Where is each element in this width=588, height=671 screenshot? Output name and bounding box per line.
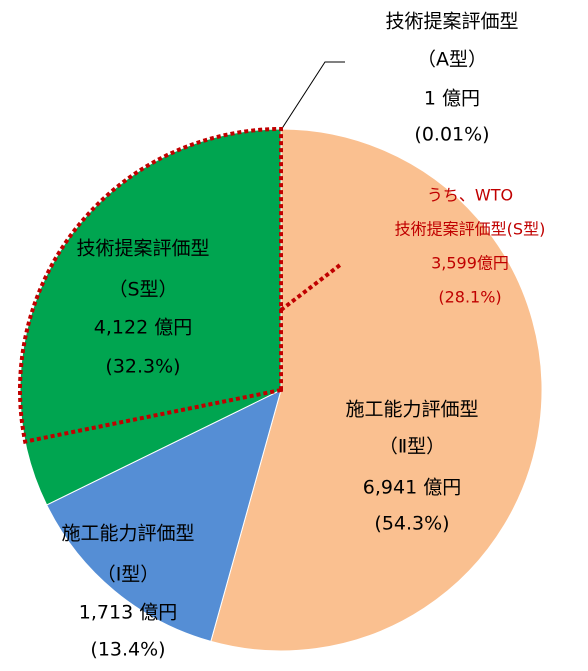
- slice-subtype: （A型）: [417, 49, 487, 71]
- slice-value: 4,122 億円: [94, 317, 192, 339]
- leader-line: [281, 62, 345, 130]
- slice-value: 1 億円: [424, 88, 480, 110]
- slice-label: 技術提案評価型: [385, 11, 518, 33]
- slice-subtype: （S型）: [108, 279, 177, 301]
- subset-value: 3,599億円: [431, 254, 509, 273]
- slice-subtype: （Ⅰ型）: [97, 564, 160, 586]
- slice-percent: (0.01%): [414, 124, 489, 146]
- slice-percent: (13.4%): [90, 639, 165, 661]
- slice-percent: (32.3%): [105, 356, 180, 378]
- slice-percent: (54.3%): [374, 513, 449, 535]
- slice-label: 技術提案評価型: [76, 238, 209, 260]
- slice-value: 1,713 億円: [79, 602, 177, 624]
- slice-subtype: （Ⅱ型）: [379, 436, 445, 458]
- slice-label: 施工能力評価型: [61, 523, 194, 545]
- slice-value: 6,941 億円: [363, 477, 461, 499]
- subset-label: 技術提案評価型(S型): [395, 220, 546, 239]
- subset-label: うち、WTO: [427, 186, 513, 205]
- slice-label: 施工能力評価型: [345, 399, 478, 421]
- subset-percent: (28.1%): [438, 288, 501, 307]
